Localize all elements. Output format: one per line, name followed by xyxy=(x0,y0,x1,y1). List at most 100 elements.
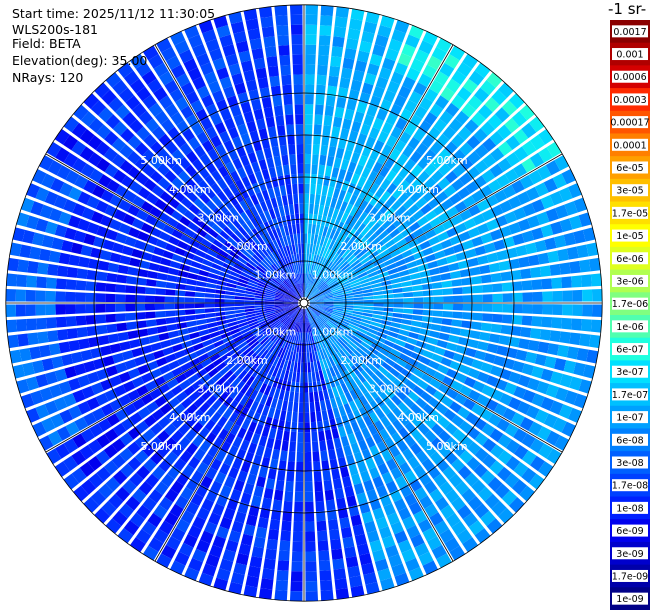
range-gate xyxy=(339,234,347,245)
range-gate xyxy=(254,238,263,249)
range-gate xyxy=(440,357,453,367)
range-gate xyxy=(327,75,339,87)
range-gate xyxy=(258,435,268,447)
range-gate xyxy=(389,148,401,161)
range-gate xyxy=(313,305,324,309)
range-gate xyxy=(237,427,247,439)
range-gate xyxy=(496,466,512,482)
range-gate xyxy=(411,278,422,286)
range-gate xyxy=(273,207,281,218)
range-gate xyxy=(337,87,349,99)
range-gate xyxy=(307,295,311,299)
range-gate xyxy=(136,209,149,221)
range-gate xyxy=(37,331,49,344)
range-gate xyxy=(309,304,314,307)
range-gate xyxy=(254,380,263,392)
range-gate xyxy=(316,329,322,340)
range-gate xyxy=(513,163,528,178)
range-gate xyxy=(377,24,392,38)
range-gate xyxy=(175,495,189,509)
range-gate xyxy=(308,263,313,274)
range-gate xyxy=(545,430,561,446)
range-gate xyxy=(273,439,282,451)
range-gate xyxy=(348,340,358,350)
range-gate xyxy=(436,553,452,568)
range-gate xyxy=(389,326,400,334)
range-gate xyxy=(286,278,294,287)
range-gate xyxy=(571,275,582,288)
range-gate xyxy=(414,49,430,64)
range-gate xyxy=(273,105,284,117)
range-gate xyxy=(265,116,276,128)
range-gate xyxy=(63,199,77,213)
range-gate xyxy=(433,303,444,310)
range-gate xyxy=(374,420,385,432)
range-gate xyxy=(357,359,367,370)
range-gate xyxy=(295,332,300,343)
range-gate xyxy=(306,283,310,294)
range-gate xyxy=(352,311,363,316)
range-gate xyxy=(401,548,416,563)
range-gate xyxy=(357,176,367,188)
range-gate xyxy=(273,321,282,330)
range-gate xyxy=(336,221,345,232)
range-gate xyxy=(166,274,178,283)
range-gate xyxy=(301,253,304,264)
range-gate xyxy=(186,244,198,254)
range-gate xyxy=(417,170,430,183)
range-gate xyxy=(490,147,505,162)
range-gate xyxy=(142,496,157,512)
range-gate xyxy=(369,182,380,195)
range-gate xyxy=(392,419,404,432)
range-gate xyxy=(146,401,159,414)
range-gate xyxy=(220,331,232,339)
range-gate xyxy=(496,250,508,261)
range-gate xyxy=(121,417,135,431)
range-gate xyxy=(103,147,118,162)
range-gate xyxy=(276,216,284,228)
range-gate xyxy=(354,164,364,176)
range-gate xyxy=(75,292,86,302)
range-gate xyxy=(192,434,204,448)
range-gate xyxy=(268,386,276,398)
range-gate xyxy=(451,278,463,287)
range-gate xyxy=(327,278,337,286)
range-gate xyxy=(19,347,32,362)
range-gate xyxy=(126,321,137,331)
range-gate xyxy=(290,381,296,392)
range-gate xyxy=(356,543,370,556)
range-gate xyxy=(98,260,110,271)
range-gate xyxy=(477,341,489,351)
range-gate xyxy=(293,511,303,522)
range-gate xyxy=(486,219,499,231)
range-gate xyxy=(380,403,392,416)
range-gate xyxy=(154,303,165,311)
range-gate xyxy=(298,183,304,194)
colorbar-tick-label: 1.7e-06 xyxy=(612,299,648,310)
range-gate xyxy=(254,300,265,303)
range-gate xyxy=(274,323,283,331)
range-gate xyxy=(330,197,338,209)
range-gate xyxy=(321,288,331,294)
range-gate xyxy=(185,150,199,164)
range-gate xyxy=(331,343,339,353)
range-gate xyxy=(409,442,423,456)
range-gate xyxy=(307,332,311,343)
range-gate xyxy=(362,214,373,226)
range-gate xyxy=(68,186,82,201)
range-gate xyxy=(295,297,300,300)
range-gate xyxy=(261,97,272,109)
range-gate xyxy=(302,308,304,313)
range-gate xyxy=(245,349,255,359)
range-gate xyxy=(68,254,81,267)
range-gate xyxy=(267,65,279,78)
range-gate xyxy=(276,125,286,136)
range-gate xyxy=(131,248,144,259)
range-gate xyxy=(353,219,363,231)
range-gate xyxy=(345,214,354,226)
range-gate xyxy=(358,383,368,395)
range-gate xyxy=(314,319,321,329)
range-gate xyxy=(489,428,504,443)
colorbar-label-box xyxy=(612,93,648,106)
range-gate xyxy=(246,120,257,133)
